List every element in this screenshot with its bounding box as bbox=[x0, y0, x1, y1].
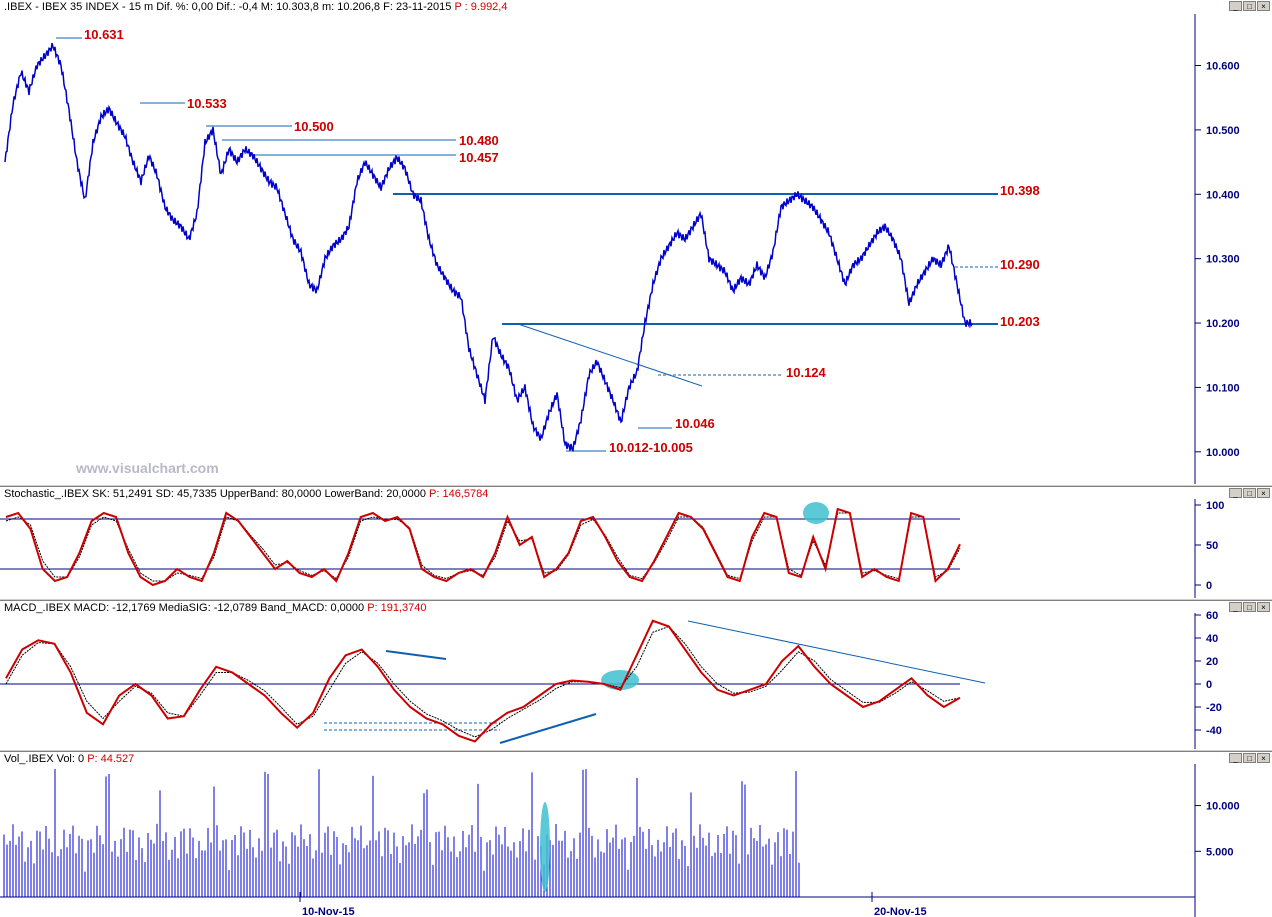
max-value: M: 10.303,8 bbox=[260, 1, 319, 13]
y-tick-label: 5.000 bbox=[1206, 846, 1234, 858]
label-10012-10005: 10.012-10.005 bbox=[609, 440, 693, 455]
y-tick-label: 10.300 bbox=[1206, 254, 1240, 266]
label-10046: 10.046 bbox=[675, 416, 715, 431]
y-tick-label: 10.100 bbox=[1206, 382, 1240, 394]
y-tick-label: 40 bbox=[1206, 633, 1218, 645]
dif-pct: Dif. %: 0,00 bbox=[156, 1, 214, 13]
close-button[interactable]: × bbox=[1257, 602, 1270, 612]
date-value: F: 23-11-2015 bbox=[383, 1, 452, 13]
maximize-button[interactable]: □ bbox=[1243, 1, 1256, 11]
maximize-button[interactable]: □ bbox=[1243, 602, 1256, 612]
y-tick-label: 0 bbox=[1206, 679, 1212, 691]
label-10290: 10.290 bbox=[1000, 257, 1040, 272]
volume-chart: 10.000 5.000 10-Nov-15 20-Nov-15 bbox=[0, 764, 1240, 917]
minimize-button[interactable]: _ bbox=[1229, 602, 1242, 612]
y-tick-label: 0 bbox=[1206, 580, 1212, 592]
stochastic-sk-line bbox=[5, 507, 961, 587]
label-10124: 10.124 bbox=[786, 365, 827, 380]
minimize-button[interactable]: _ bbox=[1229, 1, 1242, 11]
divergence-line-2 bbox=[499, 713, 597, 744]
price-labels: 10.631 10.533 10.500 10.480 10.457 10.39… bbox=[84, 27, 1040, 455]
price-window-controls: _ □ × bbox=[1229, 1, 1270, 11]
y-tick-label: 10.500 bbox=[1206, 125, 1240, 137]
price-panel: .IBEX - IBEX 35 INDEX - 15 m Dif. %: 0,0… bbox=[4, 0, 1270, 486]
volume-values: Vol_.IBEX Vol: 0 bbox=[4, 753, 85, 765]
instrument-name: .IBEX - IBEX 35 INDEX - 15 m bbox=[4, 1, 154, 13]
highlight-ellipse bbox=[540, 802, 550, 892]
min-value: m: 10.206,8 bbox=[321, 1, 381, 13]
macd-p-value: P: 191,3740 bbox=[367, 602, 427, 614]
volume-window-controls: _ □ × bbox=[1229, 753, 1270, 763]
panel-separator[interactable] bbox=[0, 749, 1272, 752]
close-button[interactable]: × bbox=[1257, 753, 1270, 763]
close-button[interactable]: × bbox=[1257, 1, 1270, 11]
macd-panel: MACD_.IBEX MACD: -12,1769 MediaSIG: -12,… bbox=[0, 601, 1272, 752]
stochastic-values: Stochastic_.IBEX SK: 51,2491 SD: 45,7335… bbox=[4, 488, 426, 500]
y-tick-label: -20 bbox=[1206, 702, 1222, 714]
macd-values: MACD_.IBEX MACD: -12,1769 MediaSIG: -12,… bbox=[4, 602, 365, 614]
label-10457: 10.457 bbox=[459, 150, 499, 165]
macd-line bbox=[5, 619, 961, 743]
macd-signal-line bbox=[5, 625, 961, 738]
price-header: .IBEX - IBEX 35 INDEX - 15 m Dif. %: 0,0… bbox=[4, 0, 507, 14]
label-10398: 10.398 bbox=[1000, 183, 1040, 198]
trendline-macd bbox=[687, 620, 986, 684]
panel-separator[interactable] bbox=[0, 484, 1272, 487]
stochastic-p-value: P: 146,5784 bbox=[429, 488, 489, 500]
label-10203: 10.203 bbox=[1000, 314, 1040, 329]
price-chart: 10.600 10.500 10.400 10.300 10.200 10.100 10.0… bbox=[4, 14, 1240, 486]
stochastic-window-controls: _ □ × bbox=[1229, 488, 1270, 498]
trendline-down bbox=[517, 323, 703, 387]
macd-header: MACD_.IBEX MACD: -12,1769 MediaSIG: -12,… bbox=[4, 601, 427, 615]
y-tick-label: 10.000 bbox=[1206, 801, 1240, 813]
volume-bars bbox=[3, 769, 800, 897]
close-button[interactable]: × bbox=[1257, 488, 1270, 498]
maximize-button[interactable]: □ bbox=[1243, 753, 1256, 763]
minimize-button[interactable]: _ bbox=[1229, 488, 1242, 498]
y-tick-label: 10.600 bbox=[1206, 61, 1240, 73]
price-annotations bbox=[56, 37, 998, 452]
volume-p-value: P: 44.527 bbox=[87, 753, 135, 765]
label-10480: 10.480 bbox=[459, 133, 499, 148]
volume-header: Vol_.IBEX Vol: 0 P: 44.527 bbox=[4, 752, 134, 766]
volume-panel: Vol_.IBEX Vol: 0 P: 44.527 _ □ × 10.000 5.0… bbox=[0, 752, 1272, 917]
dif-value: Dif.: -0,4 bbox=[216, 1, 258, 13]
minimize-button[interactable]: _ bbox=[1229, 753, 1242, 763]
y-tick-label: 60 bbox=[1206, 610, 1218, 622]
maximize-button[interactable]: □ bbox=[1243, 488, 1256, 498]
price-series-line bbox=[4, 42, 973, 453]
watermark: www.visualchart.com bbox=[76, 460, 219, 476]
label-10533: 10.533 bbox=[187, 96, 227, 111]
label-10631: 10.631 bbox=[84, 27, 124, 42]
macd-chart: 60 40 20 0 -20 -40 bbox=[0, 610, 1222, 752]
stochastic-header: Stochastic_.IBEX SK: 51,2491 SD: 45,7335… bbox=[4, 487, 488, 501]
highlight-ellipse bbox=[803, 502, 829, 524]
y-tick-label: 20 bbox=[1206, 656, 1218, 668]
stochastic-panel: Stochastic_.IBEX SK: 51,2491 SD: 45,7335… bbox=[0, 487, 1272, 600]
y-tick-label: 10.400 bbox=[1206, 189, 1240, 201]
stochastic-chart: 100 50 0 bbox=[0, 499, 1224, 600]
macd-annotations bbox=[324, 620, 986, 744]
label-10500: 10.500 bbox=[294, 119, 334, 134]
y-tick-label: -40 bbox=[1206, 725, 1222, 737]
y-tick-label: 10.200 bbox=[1206, 318, 1240, 330]
price-p-value: P : 9.992,4 bbox=[454, 1, 508, 13]
y-tick-label: 50 bbox=[1206, 540, 1218, 552]
divergence-line-1 bbox=[385, 650, 447, 660]
y-tick-label: 10.000 bbox=[1206, 447, 1240, 459]
y-tick-label: 100 bbox=[1206, 500, 1224, 512]
x-label-10-nov: 10-Nov-15 bbox=[302, 906, 355, 917]
panel-separator[interactable] bbox=[0, 598, 1272, 601]
macd-window-controls: _ □ × bbox=[1229, 602, 1270, 612]
x-label-20-nov: 20-Nov-15 bbox=[874, 906, 927, 917]
